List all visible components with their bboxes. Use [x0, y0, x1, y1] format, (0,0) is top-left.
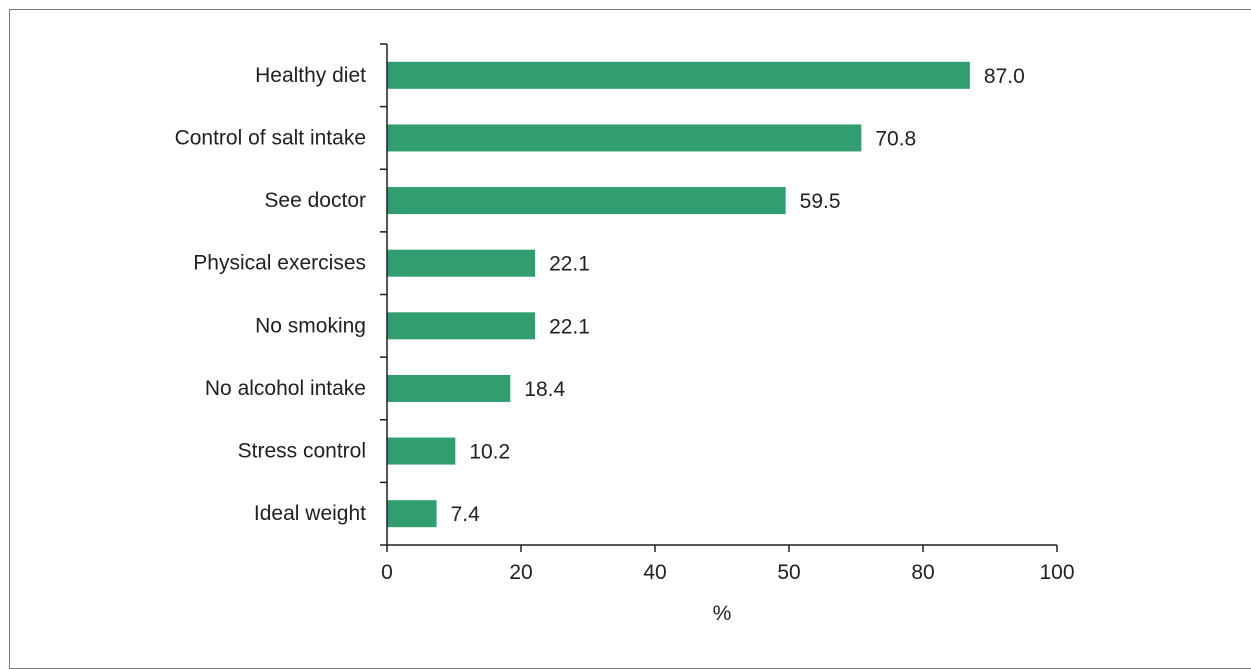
- bar-stress-control: [387, 437, 456, 465]
- axes-layer: 0 20 40 50 80 100: [380, 43, 1075, 584]
- x-tick-label: 50: [777, 561, 800, 584]
- bar-see-doctor: [387, 187, 786, 215]
- category-label: Ideal weight: [254, 502, 366, 525]
- x-tick-label: 20: [509, 561, 532, 584]
- bar-physical-exercises: [387, 249, 536, 277]
- x-axis-title: %: [713, 602, 732, 625]
- value-label: 7.4: [451, 503, 481, 526]
- x-tick-label: 0: [381, 561, 393, 584]
- value-label: 59.5: [800, 190, 841, 213]
- bar-ideal-weight: [387, 500, 437, 528]
- labels-layer: Healthy diet 87.0 Control of salt intake 70…: [175, 64, 1025, 526]
- bar-no-smoking: [387, 312, 536, 340]
- category-label: No alcohol intake: [205, 377, 366, 400]
- bar-healthy-diet: [387, 61, 970, 89]
- x-tick-label: 40: [643, 561, 666, 584]
- bar-chart: Healthy diet 87.0 Control of salt intake 70…: [175, 43, 1075, 625]
- bars-layer: [387, 61, 970, 528]
- x-tick-label: 100: [1039, 561, 1074, 584]
- bar-control-of-salt-intake: [387, 124, 862, 152]
- category-label: Control of salt intake: [175, 126, 366, 149]
- value-label: 70.8: [875, 127, 916, 150]
- category-label: Healthy diet: [255, 64, 366, 87]
- value-label: 22.1: [549, 253, 590, 276]
- category-label: See doctor: [264, 189, 366, 212]
- value-label: 87.0: [984, 65, 1025, 88]
- value-label: 18.4: [524, 378, 565, 401]
- value-label: 22.1: [549, 315, 590, 338]
- x-tick-label: 80: [911, 561, 934, 584]
- value-label: 10.2: [469, 441, 510, 464]
- category-label: No smoking: [255, 314, 366, 337]
- category-label: Stress control: [238, 440, 366, 463]
- bar-no-alcohol-intake: [387, 374, 511, 402]
- category-label: Physical exercises: [193, 252, 366, 275]
